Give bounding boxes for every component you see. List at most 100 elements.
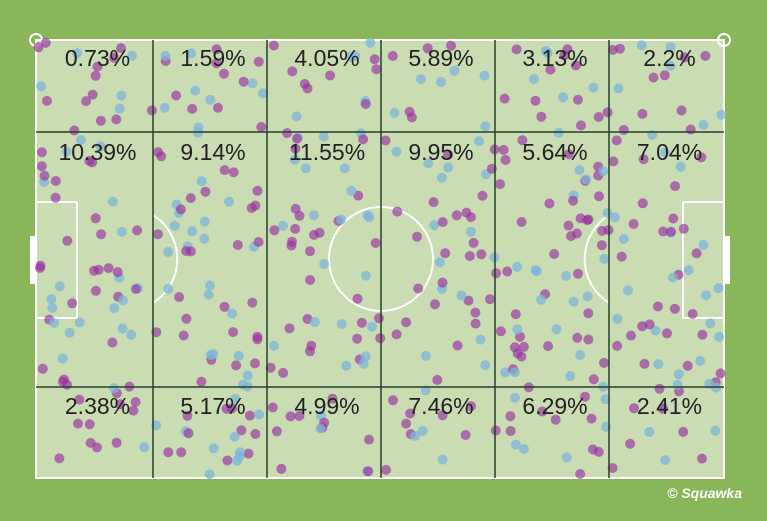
- event-dot: [169, 220, 180, 231]
- event-dot: [360, 270, 371, 281]
- event-dot: [388, 395, 398, 406]
- event-dot: [276, 463, 287, 474]
- event-dot: [502, 266, 513, 277]
- event-dot: [265, 362, 276, 373]
- event-dot: [267, 402, 278, 413]
- event-dot: [593, 112, 604, 122]
- event-dot: [659, 70, 670, 81]
- event-dot: [701, 290, 711, 301]
- zone-label: 5.64%: [522, 139, 587, 165]
- right-goal: [724, 236, 730, 284]
- event-dot: [571, 228, 582, 239]
- event-dot: [229, 431, 240, 442]
- event-dot: [594, 191, 604, 202]
- event-dot: [256, 122, 267, 132]
- event-dot: [428, 197, 439, 208]
- event-dot: [269, 225, 280, 236]
- event-dot: [380, 135, 391, 146]
- event-dot: [653, 359, 664, 370]
- event-dot: [35, 260, 46, 271]
- event-dot: [381, 464, 392, 475]
- event-dot: [451, 210, 462, 221]
- event-dot: [114, 103, 125, 114]
- event-dot: [437, 277, 448, 288]
- event-dot: [470, 307, 481, 318]
- event-dot: [219, 165, 230, 176]
- event-dot: [637, 198, 648, 209]
- event-dot: [151, 327, 162, 338]
- event-dot: [485, 294, 495, 305]
- event-dot: [250, 358, 260, 369]
- event-dot: [662, 328, 672, 339]
- event-dot: [305, 346, 315, 357]
- event-dot: [611, 135, 622, 146]
- event-dot: [691, 248, 702, 259]
- event-dot: [305, 275, 316, 285]
- event-dot: [540, 46, 551, 56]
- event-dot: [40, 37, 51, 48]
- event-dot: [160, 50, 171, 61]
- event-dot: [178, 330, 189, 341]
- event-dot: [181, 313, 192, 324]
- event-dot: [420, 385, 431, 396]
- event-dot: [429, 220, 440, 231]
- event-dot: [602, 107, 613, 118]
- event-dot: [287, 66, 298, 77]
- event-dot: [519, 444, 529, 454]
- event-dot: [81, 96, 92, 107]
- event-dot: [657, 403, 668, 414]
- zone-label: 4.99%: [294, 393, 359, 419]
- event-dot: [341, 360, 352, 371]
- event-dot: [588, 82, 599, 93]
- event-dot: [437, 454, 448, 465]
- event-dot: [111, 114, 122, 125]
- event-dot: [421, 350, 431, 361]
- event-dot: [92, 61, 103, 72]
- watermark: © Squawka: [667, 485, 742, 501]
- event-dot: [54, 453, 65, 464]
- event-dot: [294, 411, 305, 421]
- event-dot: [176, 447, 187, 458]
- event-dot: [327, 393, 338, 404]
- event-dot: [246, 203, 257, 213]
- event-dot: [61, 146, 72, 157]
- event-dot: [626, 330, 636, 341]
- event-dot: [536, 294, 547, 305]
- event-dot: [518, 341, 529, 352]
- event-dot: [230, 393, 241, 404]
- event-dot: [676, 105, 687, 116]
- event-dot: [369, 54, 380, 65]
- event-dot: [360, 351, 371, 362]
- event-dot: [550, 414, 561, 425]
- zone-label: 7.04%: [637, 139, 702, 165]
- event-dot: [159, 102, 170, 113]
- event-dot: [654, 383, 665, 394]
- event-dot: [423, 158, 434, 169]
- event-dot: [612, 313, 623, 324]
- event-dot: [607, 463, 618, 473]
- event-dot: [636, 40, 647, 51]
- event-dot: [574, 165, 585, 176]
- event-dot: [171, 90, 182, 101]
- event-dot: [363, 466, 374, 477]
- event-dot: [576, 120, 586, 131]
- event-dot: [434, 257, 445, 268]
- event-dot: [716, 109, 727, 120]
- event-dot: [466, 401, 476, 412]
- event-dot: [460, 430, 471, 440]
- event-dot: [644, 427, 655, 437]
- event-dot: [613, 83, 624, 94]
- event-dot: [652, 301, 663, 312]
- event-dot: [238, 76, 249, 87]
- event-dot: [182, 410, 193, 421]
- event-dot: [561, 270, 572, 281]
- event-dot: [412, 231, 422, 242]
- event-dot: [33, 42, 44, 53]
- event-dot: [500, 367, 511, 378]
- event-dot: [597, 225, 608, 236]
- event-dot: [673, 369, 684, 380]
- event-dot: [512, 261, 523, 272]
- event-dot: [233, 350, 244, 361]
- event-dot: [417, 426, 428, 436]
